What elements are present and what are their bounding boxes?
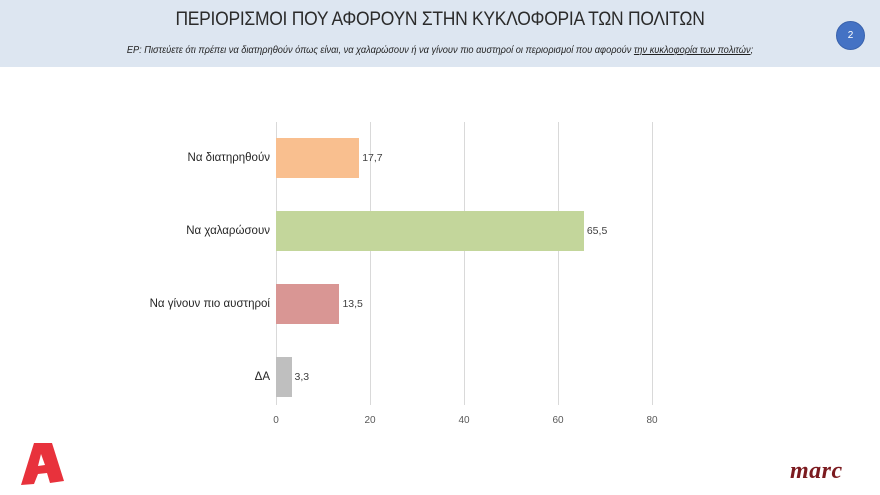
gridline — [370, 122, 371, 405]
question-suffix: ; — [750, 44, 754, 56]
value-label: 17,7 — [362, 152, 383, 164]
question-text: ΕΡ: Πιστεύετε ότι πρέπει να διατηρηθούν … — [126, 44, 634, 56]
alpha-logo-icon — [21, 443, 64, 485]
gridline — [464, 122, 465, 405]
chart-title: ΠΕΡΙΟΡΙΣΜΟΙ ΠΟΥ ΑΦΟΡΟΥΝ ΣΤΗΝ ΚΥΚΛΟΦΟΡΙΑ … — [175, 9, 705, 30]
x-tick-label: 40 — [458, 415, 470, 426]
x-tick-label: 20 — [364, 415, 376, 426]
gridline — [558, 122, 559, 405]
x-tick-label: 0 — [273, 415, 279, 426]
x-tick-label: 80 — [646, 415, 658, 426]
survey-question: ΕΡ: Πιστεύετε ότι πρέπει να διατηρηθούν … — [53, 44, 827, 56]
category-label: ΔΑ — [254, 371, 270, 383]
value-label: 13,5 — [342, 298, 363, 310]
marc-logo: marc — [790, 458, 843, 484]
page-number-badge: 2 — [836, 21, 865, 50]
category-label: Να χαλαρώσουν — [186, 225, 270, 237]
category-label: Να διατηρηθούν — [187, 152, 270, 164]
header-band: ΠΕΡΙΟΡΙΣΜΟΙ ΠΟΥ ΑΦΟΡΟΥΝ ΣΤΗΝ ΚΥΚΛΟΦΟΡΙΑ … — [0, 0, 880, 67]
value-label: 65,5 — [586, 225, 608, 237]
bar — [276, 211, 584, 251]
value-label: 3,3 — [294, 371, 310, 383]
x-tick-label: 60 — [552, 415, 564, 426]
category-label: Να γίνουν πιο αυστηροί — [149, 298, 270, 310]
gridline — [652, 122, 653, 405]
bar — [276, 357, 292, 397]
bar — [276, 138, 360, 178]
bar — [276, 284, 340, 324]
question-underlined-text: την κυκλοφορία των πολιτών — [633, 44, 751, 56]
gridline — [276, 122, 277, 405]
